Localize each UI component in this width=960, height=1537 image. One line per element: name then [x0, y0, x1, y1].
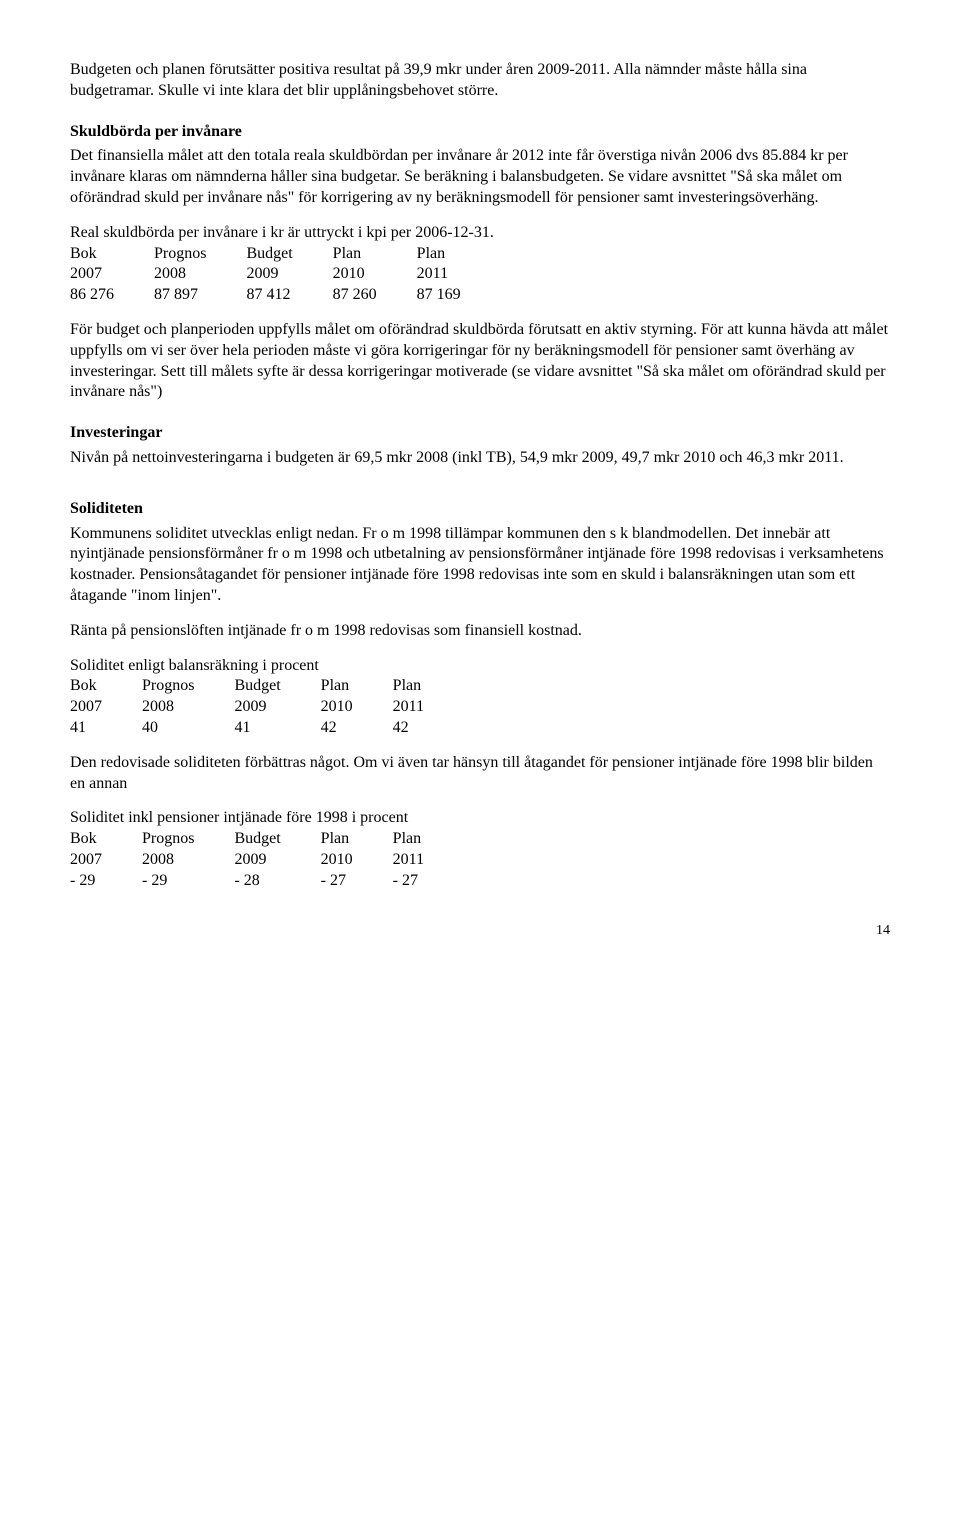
- table-cell: Budget: [234, 829, 320, 850]
- table-row: Bok Prognos Budget Plan Plan: [70, 676, 424, 697]
- table-cell: Plan: [321, 829, 393, 850]
- table-cell: 2010: [321, 850, 393, 871]
- table-cell: 86 276: [70, 285, 154, 306]
- table-cell: - 27: [321, 871, 393, 892]
- sol-paragraph-1: Kommunens soliditet utvecklas enligt ned…: [70, 524, 890, 607]
- table-row: 2007 2008 2009 2010 2011: [70, 697, 424, 718]
- table-cell: Plan: [393, 676, 424, 697]
- table-cell: Bok: [70, 244, 154, 265]
- table-cell: Plan: [417, 244, 461, 265]
- table-cell: Budget: [246, 244, 332, 265]
- table-cell: 2008: [142, 850, 234, 871]
- table-cell: - 29: [70, 871, 142, 892]
- table-cell: 2007: [70, 850, 142, 871]
- investeringar-paragraph: Nivån på nettoinvesteringarna i budgeten…: [70, 448, 890, 469]
- sol-paragraph-3: Den redovisade soliditeten förbättras nå…: [70, 753, 890, 795]
- table-cell: 2011: [393, 850, 424, 871]
- table-cell: 40: [142, 718, 234, 739]
- table-cell: 2008: [154, 264, 246, 285]
- table-row: Bok Prognos Budget Plan Plan: [70, 829, 424, 850]
- table-cell: Plan: [393, 829, 424, 850]
- table-row: 2007 2008 2009 2010 2011: [70, 264, 461, 285]
- table-cell: 2009: [234, 850, 320, 871]
- table-row: - 29 - 29 - 28 - 27 - 27: [70, 871, 424, 892]
- table-cell: 2009: [246, 264, 332, 285]
- table-cell: 87 897: [154, 285, 246, 306]
- table-cell: 2011: [417, 264, 461, 285]
- table-cell: - 27: [393, 871, 424, 892]
- table-row: Bok Prognos Budget Plan Plan: [70, 244, 461, 265]
- table-cell: 42: [393, 718, 424, 739]
- skuld-paragraph-3: För budget och planperioden uppfylls mål…: [70, 320, 890, 403]
- table-cell: - 29: [142, 871, 234, 892]
- sol-paragraph-2: Ränta på pensionslöften intjänade fr o m…: [70, 621, 890, 642]
- table-cell: Bok: [70, 676, 142, 697]
- sol-table-2: Bok Prognos Budget Plan Plan 2007 2008 2…: [70, 829, 424, 891]
- table-row: 2007 2008 2009 2010 2011: [70, 850, 424, 871]
- table-cell: 2007: [70, 697, 142, 718]
- table-row: 86 276 87 897 87 412 87 260 87 169: [70, 285, 461, 306]
- table-cell: 87 412: [246, 285, 332, 306]
- table-cell: 2011: [393, 697, 424, 718]
- table-cell: 2007: [70, 264, 154, 285]
- table-cell: 2010: [321, 697, 393, 718]
- table-row: 41 40 41 42 42: [70, 718, 424, 739]
- table-cell: 41: [70, 718, 142, 739]
- skuld-paragraph-2: Real skuldbörda per invånare i kr är utt…: [70, 223, 890, 244]
- intro-paragraph: Budgeten och planen förutsätter positiva…: [70, 60, 890, 102]
- investeringar-heading: Investeringar: [70, 423, 890, 444]
- table-cell: Plan: [321, 676, 393, 697]
- table-cell: Plan: [333, 244, 417, 265]
- sol-table2-title: Soliditet inkl pensioner intjänade före …: [70, 808, 890, 829]
- skuldborda-heading: Skuldbörda per invånare: [70, 122, 890, 143]
- sol-table1-title: Soliditet enligt balansräkning i procent: [70, 656, 890, 677]
- table-cell: 2009: [234, 697, 320, 718]
- table-cell: Budget: [234, 676, 320, 697]
- table-cell: 2008: [142, 697, 234, 718]
- table-cell: 87 169: [417, 285, 461, 306]
- page-number: 14: [70, 922, 890, 940]
- table-cell: Prognos: [142, 829, 234, 850]
- sol-table-1: Bok Prognos Budget Plan Plan 2007 2008 2…: [70, 676, 424, 738]
- table-cell: 41: [234, 718, 320, 739]
- table-cell: Bok: [70, 829, 142, 850]
- table-cell: - 28: [234, 871, 320, 892]
- table-cell: Prognos: [154, 244, 246, 265]
- table-cell: 42: [321, 718, 393, 739]
- skuld-paragraph-1: Det finansiella målet att den totala rea…: [70, 146, 890, 208]
- skuld-table: Bok Prognos Budget Plan Plan 2007 2008 2…: [70, 244, 461, 306]
- soliditeten-heading: Soliditeten: [70, 499, 890, 520]
- table-cell: 87 260: [333, 285, 417, 306]
- table-cell: 2010: [333, 264, 417, 285]
- table-cell: Prognos: [142, 676, 234, 697]
